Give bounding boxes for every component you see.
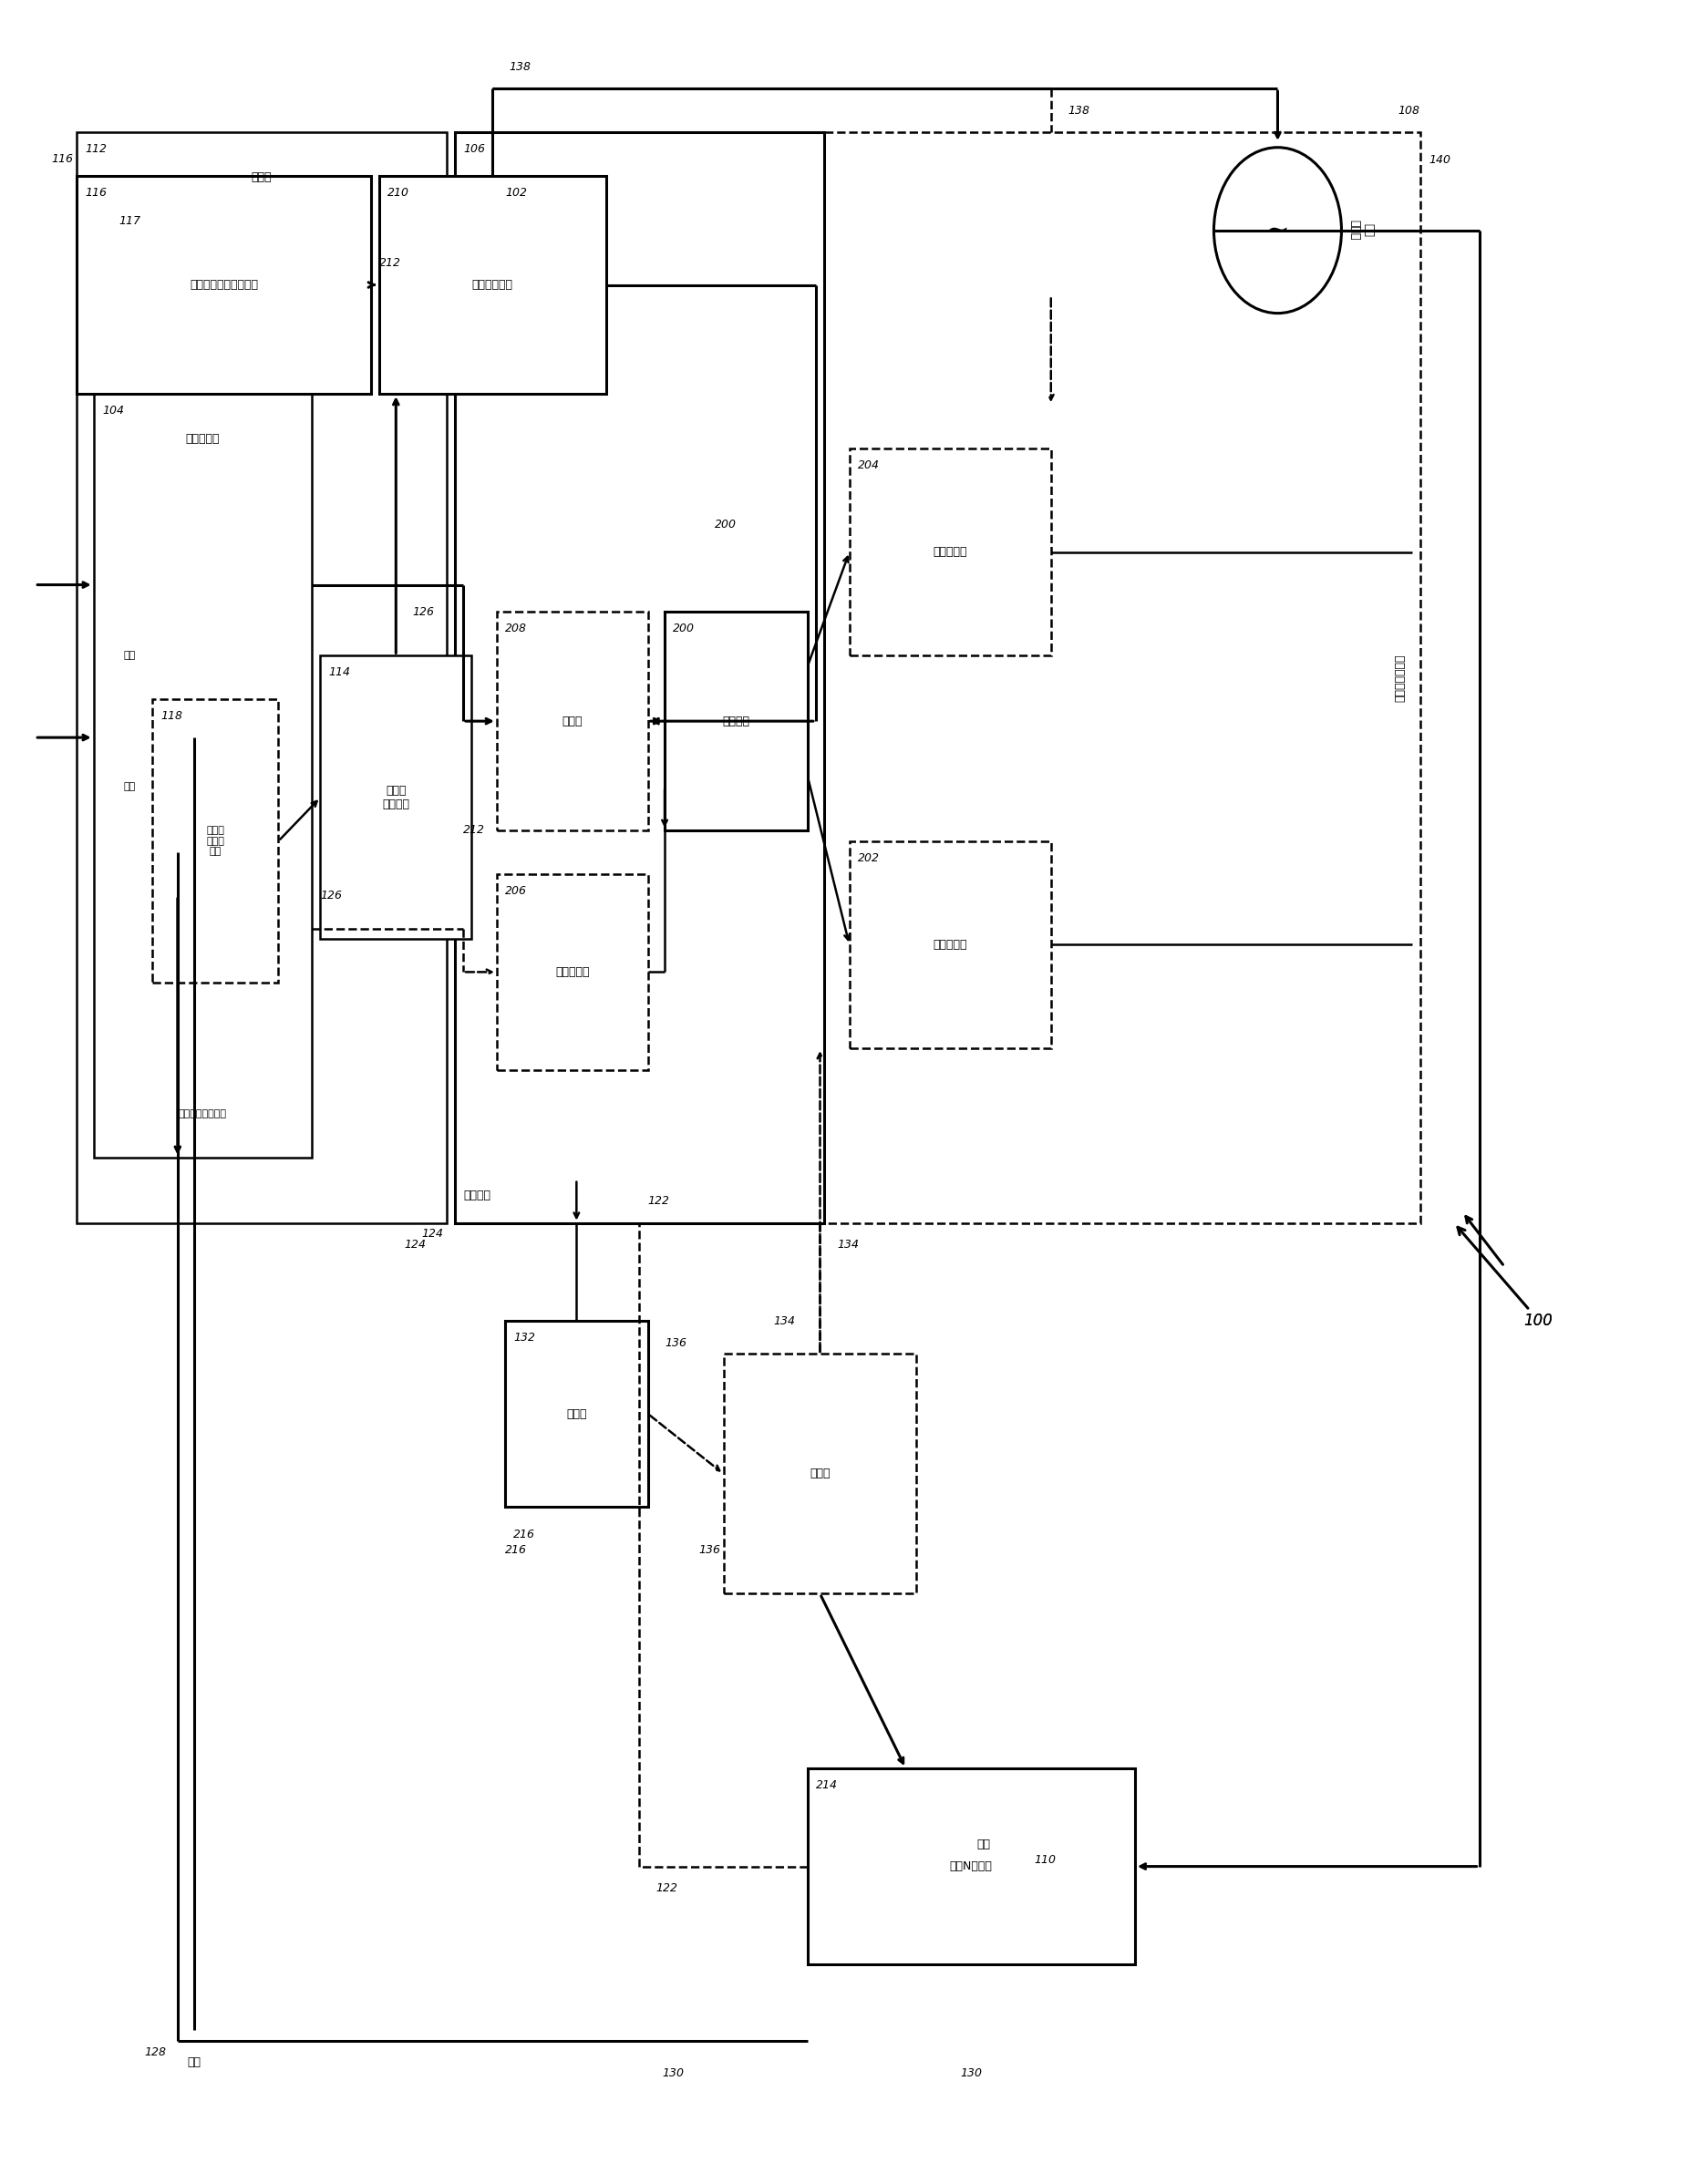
Text: 118: 118 [161, 710, 183, 723]
FancyBboxPatch shape [153, 699, 279, 983]
Text: 相位检测器: 相位检测器 [185, 432, 220, 446]
Text: 136: 136 [698, 1544, 720, 1555]
Text: 134: 134 [838, 1238, 860, 1251]
Text: 116: 116 [52, 153, 74, 164]
FancyBboxPatch shape [505, 1321, 648, 1507]
FancyBboxPatch shape [454, 133, 824, 1223]
Text: 110: 110 [1034, 1854, 1056, 1865]
Text: 反馈: 反馈 [977, 1839, 991, 1850]
Text: 208: 208 [505, 622, 526, 636]
Text: 下行: 下行 [124, 782, 136, 791]
FancyBboxPatch shape [807, 1769, 1135, 1966]
FancyBboxPatch shape [77, 133, 446, 1223]
Text: 124: 124 [404, 1238, 426, 1251]
Text: 上行: 上行 [124, 651, 136, 660]
FancyBboxPatch shape [816, 133, 1420, 1223]
Text: 分数N分频器: 分数N分频器 [950, 1861, 992, 1872]
FancyBboxPatch shape [94, 393, 311, 1158]
Text: 216: 216 [513, 1529, 535, 1540]
Text: 106: 106 [463, 144, 484, 155]
Text: 124: 124 [420, 1227, 442, 1241]
FancyBboxPatch shape [77, 175, 370, 393]
Text: 时间到
数字转
换器: 时间到 数字转 换器 [207, 826, 224, 856]
Text: 电流源输出级: 电流源输出级 [473, 280, 513, 290]
Text: 128: 128 [145, 2046, 167, 2057]
Text: 212: 212 [463, 823, 484, 836]
Text: 136: 136 [664, 1337, 686, 1350]
Text: 126: 126 [320, 889, 341, 902]
Text: 模拟环路滤波器: 模拟环路滤波器 [1394, 653, 1406, 701]
Text: 214: 214 [816, 1780, 838, 1791]
Text: 数字环
路滤波器: 数字环 路滤波器 [382, 784, 410, 810]
Text: 滤波器元件: 滤波器元件 [934, 939, 967, 950]
Text: 116: 116 [86, 186, 108, 199]
FancyBboxPatch shape [320, 655, 471, 939]
Text: 126: 126 [412, 607, 434, 618]
Text: 200: 200 [673, 622, 695, 636]
Text: 134: 134 [774, 1315, 796, 1328]
Text: 100: 100 [1524, 1313, 1552, 1330]
Text: 检测器: 检测器 [251, 170, 272, 183]
Text: 切换机构: 切换机构 [463, 1190, 491, 1201]
Text: 212: 212 [378, 258, 400, 269]
Text: 122: 122 [656, 1883, 678, 1894]
Text: 参考: 参考 [188, 2057, 202, 2068]
FancyBboxPatch shape [496, 612, 648, 830]
Text: 140: 140 [1428, 153, 1450, 166]
Text: 216: 216 [505, 1544, 526, 1555]
Text: 138: 138 [510, 61, 532, 72]
Text: 控制器: 控制器 [567, 1409, 587, 1420]
Text: 130: 130 [663, 2068, 685, 2079]
Text: 202: 202 [858, 852, 880, 865]
Text: 114: 114 [328, 666, 350, 679]
Text: 117: 117 [119, 214, 141, 227]
Text: 相位到数字转换器: 相位到数字转换器 [178, 1109, 227, 1118]
Text: 122: 122 [648, 1195, 669, 1208]
FancyBboxPatch shape [378, 175, 606, 393]
FancyBboxPatch shape [496, 874, 648, 1070]
FancyBboxPatch shape [664, 612, 807, 830]
Text: 滤波器元件: 滤波器元件 [934, 546, 967, 557]
FancyBboxPatch shape [849, 841, 1051, 1048]
Text: 100: 100 [1524, 1313, 1552, 1330]
Text: ~: ~ [1267, 216, 1290, 245]
Text: 138: 138 [1068, 105, 1090, 116]
FancyBboxPatch shape [849, 448, 1051, 655]
Text: 压控
振荡器: 压控 振荡器 [1349, 221, 1374, 240]
Text: 130: 130 [960, 2068, 982, 2079]
Text: 切换元件: 切换元件 [722, 714, 750, 727]
FancyBboxPatch shape [723, 1354, 917, 1594]
Text: 200: 200 [715, 520, 737, 531]
Text: 电荷泵: 电荷泵 [809, 1468, 831, 1481]
Text: 132: 132 [513, 1332, 535, 1343]
Text: 210: 210 [387, 186, 409, 199]
Text: 206: 206 [505, 885, 526, 898]
Text: 204: 204 [858, 459, 880, 472]
Text: 112: 112 [86, 144, 108, 155]
Text: 滤波器元件: 滤波器元件 [555, 965, 589, 978]
Text: 积分器: 积分器 [562, 714, 582, 727]
Text: 电流数字到模拟转换器: 电流数字到模拟转换器 [190, 280, 257, 290]
Text: 102: 102 [505, 186, 526, 199]
Text: 104: 104 [103, 404, 124, 417]
Text: 108: 108 [1398, 105, 1420, 116]
